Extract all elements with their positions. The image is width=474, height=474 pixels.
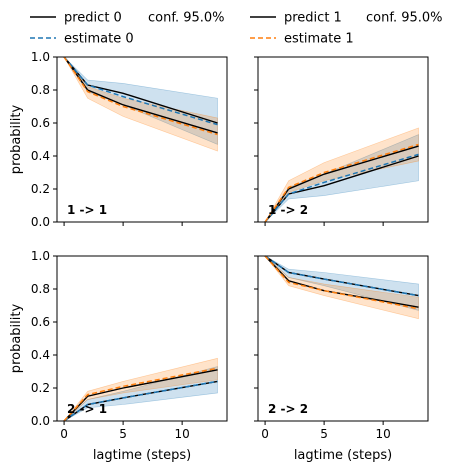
panel: 0 5 10 0.0 0.2 0.4 0.6 0.8 1.0 probability lagtime… <box>9 249 228 463</box>
confidence-band-0 <box>264 255 419 311</box>
x-axis-label: lagtime (steps) <box>93 448 191 463</box>
estimate-line-0 <box>264 153 419 223</box>
y-axis-label: probability <box>9 304 24 374</box>
x-tick-label: 5 <box>119 427 127 441</box>
estimate-line-0 <box>63 56 218 126</box>
y-tick-label: 0.2 <box>31 182 50 196</box>
x-tick-label: 10 <box>375 427 390 441</box>
panels: 0.0 0.2 0.4 0.6 0.8 1.0 probability 1 -> 1 1 -> … <box>9 50 429 463</box>
confidence-band-1 <box>63 357 218 422</box>
estimate-line-1 <box>264 255 419 310</box>
estimate-line-1 <box>63 367 218 422</box>
axes-frame <box>56 255 228 422</box>
axes-frame <box>257 255 429 422</box>
y-tick-label: 0.2 <box>31 381 50 395</box>
y-tick-label: 0.0 <box>31 215 50 229</box>
panel: 0.0 0.2 0.4 0.6 0.8 1.0 probability 1 -> 1 <box>9 50 228 229</box>
estimate-line-1 <box>264 143 419 223</box>
x-tick-label: 0 <box>261 427 269 441</box>
panel-label: 2 -> 1 <box>67 402 107 416</box>
legend-label: estimate 0 <box>64 32 134 47</box>
legend-label: estimate 1 <box>284 32 354 47</box>
x-axis-label: lagtime (steps) <box>294 448 392 463</box>
y-tick-label: 0.4 <box>31 149 50 163</box>
y-tick-label: 0.0 <box>31 414 50 428</box>
panel-label: 2 -> 2 <box>268 402 308 416</box>
legend-entry: predict 0 <box>30 11 122 26</box>
x-tick-label: 5 <box>320 427 328 441</box>
legend-conf-label: conf. 95.0% <box>148 11 225 26</box>
confidence-band-1 <box>264 255 419 320</box>
estimate-line-0 <box>63 380 218 422</box>
y-tick-label: 0.6 <box>31 315 50 329</box>
legend-entry: estimate 1 <box>250 32 354 47</box>
panel-label: 1 -> 2 <box>268 203 308 217</box>
y-tick-label: 0.4 <box>31 348 50 362</box>
panel: 0 5 10 lagtime (steps) 2 -> 2 <box>254 255 429 463</box>
estimate-line-1 <box>63 56 218 136</box>
axes-frame <box>56 56 228 223</box>
y-tick-label: 0.8 <box>31 282 50 296</box>
panel: 1 -> 2 <box>254 56 429 226</box>
x-tick-label: 10 <box>174 427 189 441</box>
y-tick-label: 1.0 <box>31 50 50 64</box>
estimate-line-0 <box>264 255 419 297</box>
legend: predict 0 estimate 0 conf. 95.0% predict 1 e… <box>30 11 443 47</box>
y-axis-label: probability <box>9 105 24 175</box>
y-tick-label: 0.6 <box>31 116 50 130</box>
x-tick-label: 0 <box>60 427 68 441</box>
legend-entry: estimate 0 <box>30 32 134 47</box>
legend-conf-label: conf. 95.0% <box>366 11 443 26</box>
y-tick-label: 1.0 <box>31 249 50 263</box>
confidence-band-0 <box>63 366 218 422</box>
panel-label: 1 -> 1 <box>67 203 107 217</box>
y-tick-label: 0.8 <box>31 83 50 97</box>
axes-frame <box>257 56 429 223</box>
legend-entry: predict 1 <box>250 11 342 26</box>
legend-label: predict 1 <box>284 11 342 26</box>
legend-label: predict 0 <box>64 11 122 26</box>
